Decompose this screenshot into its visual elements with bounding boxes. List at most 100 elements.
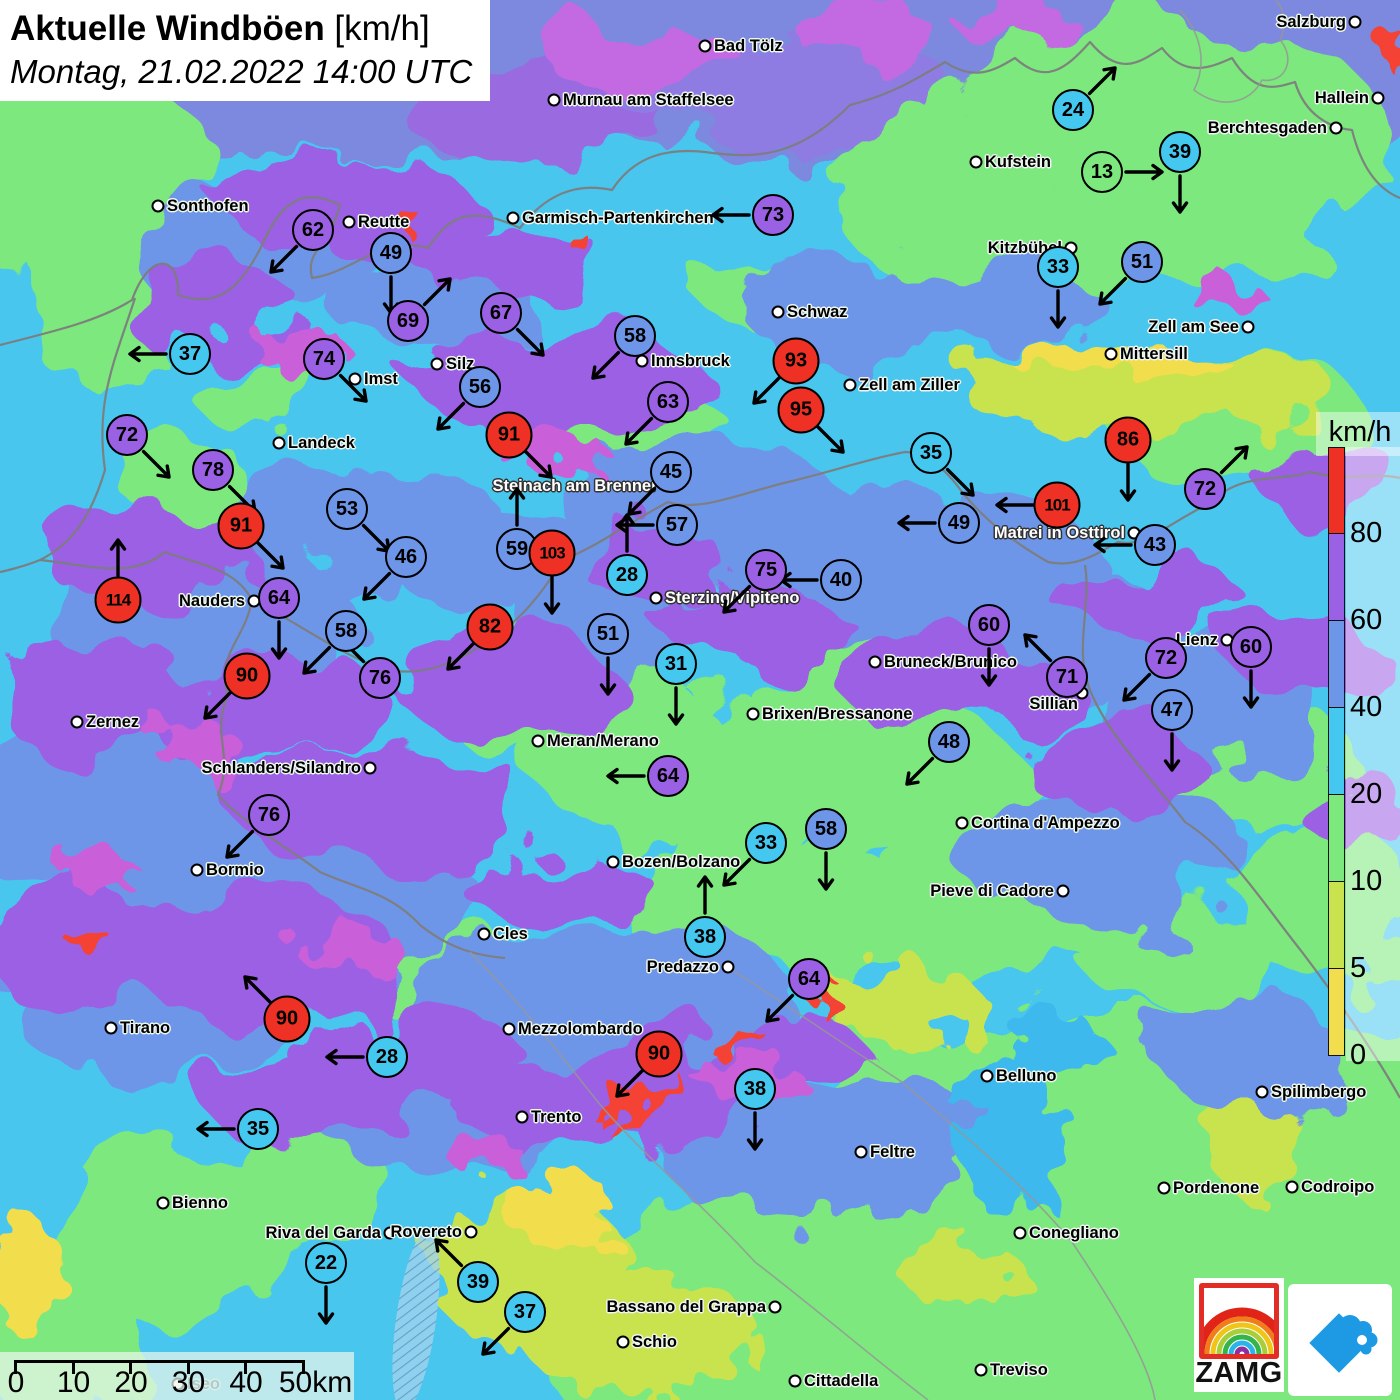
- station-gust-marker: 114: [94, 576, 142, 624]
- scale-tick: [71, 1360, 75, 1374]
- city-marker: [974, 1363, 988, 1377]
- station-gust-marker: 28: [606, 554, 648, 596]
- station-gust-marker: 46: [385, 536, 427, 578]
- city-label: Bassano del Grappa: [606, 1298, 766, 1316]
- city-label: Nauders: [178, 592, 245, 610]
- station-gust-marker: 91: [485, 411, 533, 459]
- station-gust-marker: 67: [480, 292, 522, 334]
- city-label: Pieve di Cadore: [930, 882, 1054, 900]
- mountain-cloud-icon: [1309, 1313, 1378, 1373]
- legend-band: [1328, 969, 1345, 1056]
- station-gust-marker: 56: [459, 366, 501, 408]
- city-marker: [1056, 884, 1070, 898]
- wind-direction-arrow: [1082, 58, 1124, 100]
- wind-direction-arrow: [1114, 667, 1156, 709]
- station-gust-marker: 33: [745, 822, 787, 864]
- city-label: Predazzo: [646, 958, 719, 976]
- wind-direction-arrow: [1214, 437, 1256, 479]
- station-gust-marker: 33: [1037, 246, 1079, 288]
- station-gust-marker: 13: [1081, 151, 1123, 193]
- city-marker: [649, 591, 663, 605]
- scale-tick: [301, 1360, 305, 1374]
- wind-direction-arrow: [667, 686, 685, 728]
- wind-direction-arrow: [323, 1048, 365, 1066]
- station-gust-marker: 58: [805, 808, 847, 850]
- station-gust-marker: 76: [248, 794, 290, 836]
- city-label: Riva del Garda: [265, 1224, 381, 1242]
- wind-direction-arrow: [993, 496, 1035, 514]
- legend-band: [1328, 708, 1345, 795]
- city-label: Imst: [364, 370, 398, 388]
- city-marker: [515, 1110, 529, 1124]
- wind-direction-arrow: [194, 1120, 236, 1138]
- wind-direction-arrow: [744, 370, 786, 412]
- city-marker: [1241, 320, 1255, 334]
- station-gust-marker: 49: [370, 232, 412, 274]
- title-unit: [km/h]: [324, 9, 430, 48]
- map-datetime: Montag, 21.02.2022 14:00 UTC: [10, 52, 473, 90]
- city-label: Feltre: [870, 1143, 915, 1161]
- wind-direction-arrow: [543, 575, 561, 617]
- city-label: Tirano: [120, 1019, 171, 1037]
- city-label: Zell am Ziller: [859, 376, 960, 394]
- scale-tick: [14, 1360, 17, 1374]
- city-label: Salzburg: [1276, 13, 1346, 31]
- legend-band: [1328, 621, 1345, 708]
- wind-direction-arrow: [1091, 536, 1133, 554]
- wind-direction-arrow: [897, 751, 939, 793]
- wind-direction-arrow: [618, 511, 636, 553]
- station-gust-marker: 64: [788, 958, 830, 1000]
- station-gust-marker: 90: [223, 652, 271, 700]
- city-marker: [383, 1226, 397, 1240]
- city-label: Innsbruck: [651, 352, 730, 370]
- city-label: Zell am See: [1148, 318, 1239, 336]
- city-label: Schio: [632, 1333, 677, 1351]
- city-marker: [616, 1335, 630, 1349]
- city-marker: [1285, 1180, 1299, 1194]
- city-marker: [768, 1300, 782, 1314]
- station-gust-marker: 22: [305, 1242, 347, 1284]
- wind-direction-arrow: [599, 656, 617, 698]
- legend-band: [1328, 447, 1345, 534]
- city-label: Cortina d'Ampezzo: [971, 814, 1120, 832]
- wind-direction-arrow: [1090, 271, 1132, 313]
- city-label: Steinach am Brenner: [492, 477, 658, 495]
- city-marker: [156, 1196, 170, 1210]
- city-label: Brixen/Bressanone: [762, 705, 913, 723]
- station-gust-marker: 39: [1159, 131, 1201, 173]
- station-gust-marker: 31: [655, 643, 697, 685]
- city-marker: [698, 39, 712, 53]
- city-marker: [854, 1145, 868, 1159]
- wind-direction-arrow: [261, 239, 303, 281]
- zamg-wordmark: ZAMG: [1195, 1357, 1283, 1389]
- wind-direction-arrow: [696, 873, 714, 915]
- station-gust-marker: 103: [528, 529, 576, 577]
- station-gust-marker: 74: [303, 338, 345, 380]
- wind-direction-arrow: [136, 444, 178, 486]
- legend-band: [1328, 534, 1345, 621]
- city-marker: [955, 816, 969, 830]
- station-gust-marker: 51: [1121, 241, 1163, 283]
- city-marker: [104, 1021, 118, 1035]
- station-gust-marker: 38: [684, 916, 726, 958]
- partner-logo: [1288, 1284, 1392, 1396]
- map-title-box: Aktuelle Windböen [km/h] Montag, 21.02.2…: [0, 0, 491, 102]
- station-gust-marker: 101: [1033, 481, 1081, 529]
- city-marker: [342, 215, 356, 229]
- station-gust-marker: 53: [326, 488, 368, 530]
- city-label: Hallein: [1314, 89, 1369, 107]
- wind-direction-arrow: [473, 1321, 515, 1363]
- city-marker: [70, 715, 84, 729]
- wind-direction-arrow: [714, 579, 756, 621]
- city-label: Sillian: [1029, 695, 1078, 713]
- city-label: Bozen/Bolzano: [622, 853, 741, 871]
- legend-tick-label: 0: [1350, 1039, 1367, 1071]
- scale-label: 20: [114, 1366, 148, 1399]
- wind-direction-arrow: [217, 824, 259, 866]
- station-gust-marker: 78: [192, 449, 234, 491]
- wind-direction-arrow: [126, 345, 168, 363]
- wind-direction-arrow: [235, 967, 277, 1009]
- station-gust-marker: 95: [777, 386, 825, 434]
- station-gust-marker: 75: [745, 549, 787, 591]
- city-marker: [969, 155, 983, 169]
